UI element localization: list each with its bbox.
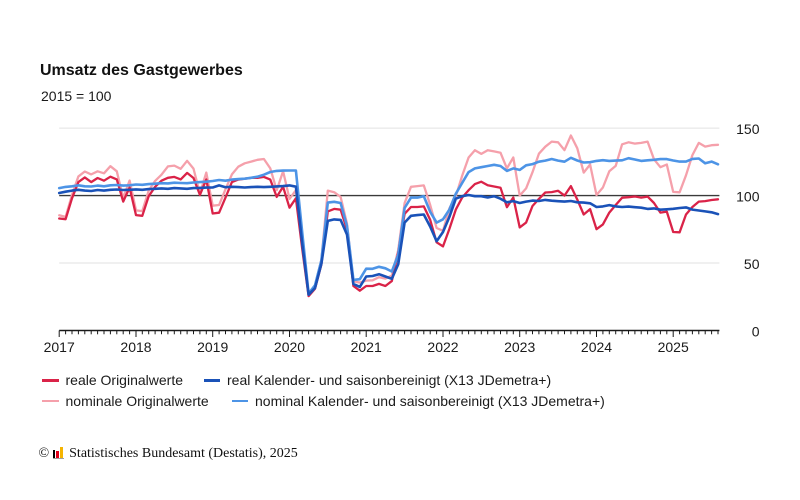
svg-text:0: 0 (752, 323, 760, 339)
svg-text:150: 150 (736, 121, 760, 137)
svg-text:2025: 2025 (658, 339, 689, 355)
svg-text:100: 100 (736, 188, 760, 204)
svg-text:2019: 2019 (197, 339, 228, 355)
svg-text:2018: 2018 (120, 339, 151, 355)
svg-text:2017: 2017 (44, 339, 75, 355)
svg-text:2020: 2020 (274, 339, 305, 355)
svg-text:50: 50 (744, 256, 760, 272)
svg-text:2023: 2023 (504, 339, 535, 355)
svg-text:2024: 2024 (581, 339, 612, 355)
svg-text:2021: 2021 (351, 339, 382, 355)
svg-text:2022: 2022 (427, 339, 458, 355)
